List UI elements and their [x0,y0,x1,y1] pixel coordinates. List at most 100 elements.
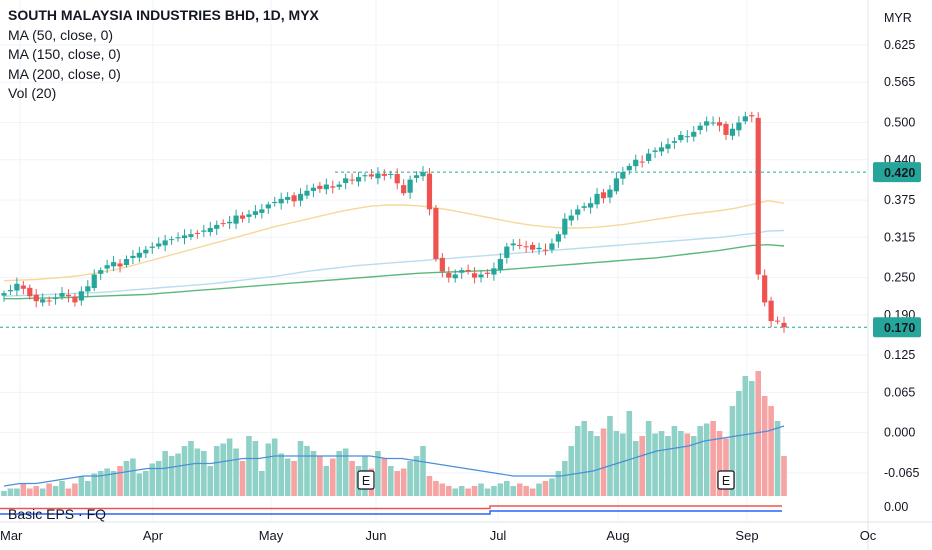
volume-bar [26,488,33,496]
volume-bar [639,436,645,496]
volume-bar [536,483,542,496]
candle-body [781,322,787,328]
candle-body [72,296,78,303]
time-tick-label: Oc [860,528,877,543]
candle-body [349,179,355,181]
price-tick-label: 0.000 [884,426,915,440]
candle-body [742,116,748,122]
candle-body [323,184,329,190]
candle-body [555,234,561,242]
volume-bar [252,441,259,496]
candle-body [181,235,188,239]
volume-bar [162,451,168,496]
volume-bar [226,438,233,496]
candle-body [658,147,665,152]
legend-ma150[interactable]: MA (150, close, 0) [8,46,121,62]
candle-body [381,173,387,176]
volume-bar [529,488,536,496]
candle-body [510,243,516,246]
volume-bar [265,443,272,496]
volume-bar [20,483,27,496]
price-badge [873,317,921,338]
volume-bar [85,481,91,496]
time-axis[interactable]: Mar Apr May Jun Jul Aug Sep Oc [0,528,877,543]
candle-body [59,293,65,297]
volume-bar [117,466,123,496]
candle-body [175,237,181,239]
candle-body [104,265,110,269]
candle-body [130,255,136,259]
volume-bar [130,458,136,496]
volume-bar [716,431,723,496]
volume-bar [581,421,587,496]
price-level-lines [0,171,868,328]
candle-body [716,122,723,126]
volume-bar [317,456,323,496]
candle-body [310,187,317,191]
time-tick-label: Jul [490,528,507,543]
candle-body [227,221,233,224]
volume-bar [510,486,517,496]
volume-bar [310,451,317,496]
candle-body [27,287,33,297]
time-tick-label: Apr [143,528,164,543]
candle-body [330,186,336,188]
earnings-marker[interactable]: E [357,470,375,490]
volume-bar [304,446,310,496]
eps-line-red [0,505,782,510]
eps-legend[interactable]: Basic EPS · FQ [8,506,107,522]
volume-bar [426,476,433,496]
volume-bar [271,438,278,496]
legend-ma200[interactable]: MA (200, close, 0) [8,65,121,82]
moving-average-lines [3,199,785,300]
legend-ma50[interactable]: MA (50, close, 0) [8,26,114,43]
price-tick-label: 0.565 [884,75,915,89]
candle-body [652,150,658,152]
candle-body [65,294,72,297]
volume-bar [323,466,330,496]
candle-body [542,249,549,251]
time-tick-label: Sep [735,528,758,543]
candle-body [143,249,149,254]
candle-body [7,290,14,292]
volume-bar [742,376,749,496]
eps-line-blue [0,510,782,515]
volume-bar [562,461,568,496]
volume-bar [91,473,98,496]
price-axis[interactable]: MYR0.6250.5650.5000.4400.3750.3150.2500.… [873,11,921,514]
volume-bar [781,456,787,496]
volume-bar [626,411,633,496]
symbol-title[interactable]: SOUTH MALAYSIA INDUSTRIES BHD, 1D, MYX [8,7,319,23]
volume-bar [149,463,156,496]
price-tick-label: 0.065 [884,385,915,399]
volume-bar [755,371,762,496]
volume-bar [723,438,729,496]
price-tick-label: 0.250 [884,271,915,285]
candle-body [14,283,20,291]
volume-bar [420,446,426,496]
volume-bar [342,448,349,496]
candle-body [317,185,323,189]
legend-volume[interactable]: Vol (20) [8,85,57,101]
candle-body [201,230,207,232]
candle-body [375,173,381,179]
price-tick-label: 0.125 [884,348,915,362]
volume-bar [729,406,736,496]
candle-body [85,286,91,292]
candle-body [420,172,426,177]
candle-body [736,122,742,131]
candle-body [575,209,581,215]
volume-bar [65,488,72,496]
volume-bar [259,471,265,496]
candle-body [91,274,97,289]
candle-body [304,190,310,196]
candle-body [162,240,168,246]
earnings-marker[interactable]: E [717,470,735,490]
candle-body [710,122,716,124]
candle-body [413,175,420,178]
volume-bar [168,456,175,496]
volume-bar [465,488,471,496]
volume-bar [678,431,684,496]
